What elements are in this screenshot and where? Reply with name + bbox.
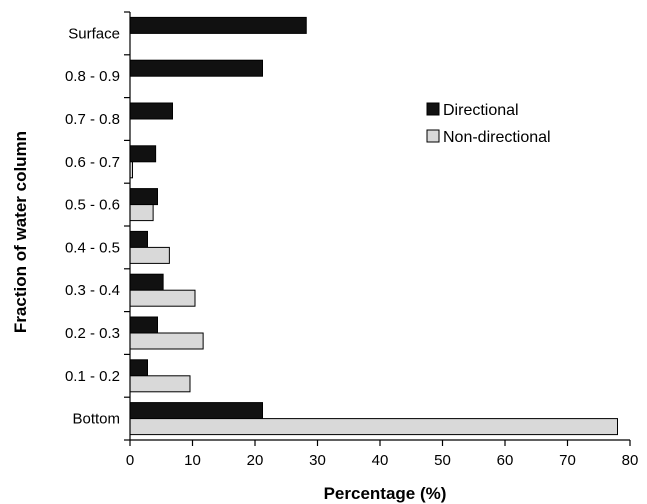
x-tick-label-0: 0 — [126, 452, 134, 469]
bar-directional-0-7-0-8 — [129, 102, 173, 120]
bar-directional-0-1-0-2 — [129, 359, 148, 377]
y-tick-label-0-7-0-8: 0.7 - 0.8 — [65, 111, 120, 128]
y-tick-label-0-6-0-7: 0.6 - 0.7 — [65, 154, 120, 171]
bar-non-directional-0-3-0-4 — [129, 289, 196, 307]
x-tick-label-30: 30 — [309, 452, 326, 469]
x-tick-label-70: 70 — [559, 452, 576, 469]
bar-directional-0-3-0-4 — [129, 273, 164, 291]
bar-directional-surface — [129, 16, 307, 34]
bar-directional-0-8-0-9 — [129, 59, 263, 77]
x-tick-label-60: 60 — [497, 452, 514, 469]
y-ticks-layer: Surface 0.8 - 0.9 0.7 - 0.8 0.6 - 0.7 0.5 - … — [65, 11, 130, 441]
legend-label-non-directional: Non-directional — [443, 129, 551, 146]
bar-non-directional-bottom — [129, 418, 618, 436]
legend: Directional Non-directional — [426, 102, 551, 146]
x-tick-label-50: 50 — [434, 452, 451, 469]
y-tick-label-0-2-0-3: 0.2 - 0.3 — [65, 325, 120, 342]
bar-directional-0-6-0-7 — [129, 145, 157, 163]
bar-directional-0-2-0-3 — [129, 316, 158, 334]
bars-layer — [129, 16, 618, 436]
x-axis-title: Percentage (%) — [324, 484, 447, 503]
y-tick-label-bottom: Bottom — [72, 411, 120, 428]
y-axis-title: Fraction of water column — [11, 131, 30, 333]
y-tick-label-0-1-0-2: 0.1 - 0.2 — [65, 368, 120, 385]
legend-swatch-non-directional — [426, 129, 440, 143]
x-tick-label-20: 20 — [247, 452, 264, 469]
legend-swatch-directional — [426, 102, 440, 116]
y-tick-label-0-5-0-6: 0.5 - 0.6 — [65, 197, 120, 214]
bar-non-directional-0-5-0-6 — [129, 204, 154, 222]
x-tick-label-80: 80 — [622, 452, 639, 469]
y-tick-label-0-4-0-5: 0.4 - 0.5 — [65, 239, 120, 256]
legend-label-directional: Directional — [443, 102, 519, 119]
bar-directional-bottom — [129, 402, 263, 420]
x-ticks-layer: 0 10 20 30 40 50 60 70 80 — [126, 440, 639, 469]
bar-non-directional-0-2-0-3 — [129, 332, 204, 350]
y-tick-label-0-8-0-9: 0.8 - 0.9 — [65, 68, 120, 85]
bar-non-directional-0-1-0-2 — [129, 375, 191, 393]
x-tick-label-40: 40 — [372, 452, 389, 469]
bar-directional-0-4-0-5 — [129, 230, 148, 248]
bar-non-directional-0-4-0-5 — [129, 246, 170, 264]
x-tick-label-10: 10 — [184, 452, 201, 469]
y-tick-label-0-3-0-4: 0.3 - 0.4 — [65, 282, 120, 299]
bar-directional-0-5-0-6 — [129, 188, 158, 206]
y-tick-label-surface: Surface — [68, 25, 120, 42]
